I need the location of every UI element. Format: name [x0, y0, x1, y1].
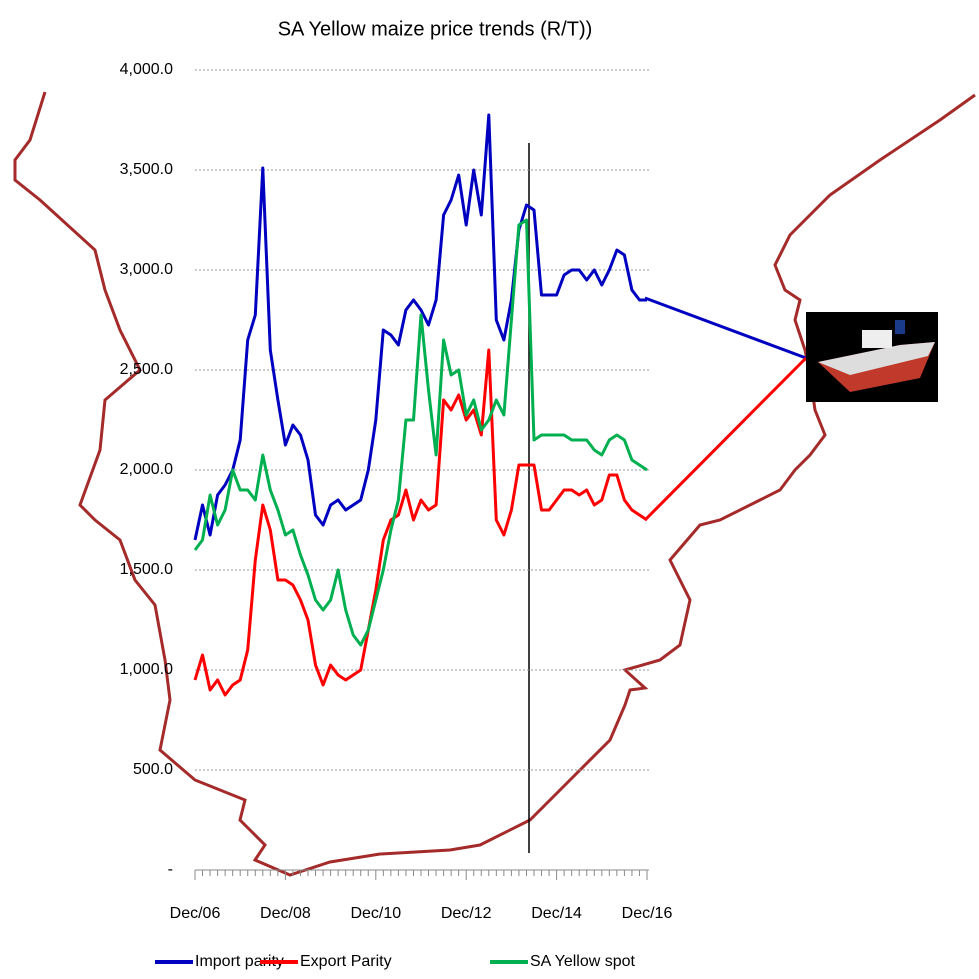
y-tick-label: 2,500.0 — [120, 361, 173, 378]
y-tick-label: 3,000.0 — [120, 261, 173, 278]
chart-title: SA Yellow maize price trends (R/T)) — [278, 18, 593, 40]
connector-line — [644, 296, 807, 360]
x-tick-label: Dec/08 — [260, 905, 311, 922]
ship-image — [806, 312, 938, 402]
y-tick-label: 1,000.0 — [120, 661, 173, 678]
x-tick-label: Dec/06 — [170, 905, 221, 922]
y-tick-label: 2,000.0 — [120, 461, 173, 478]
x-tick-label: Dec/12 — [441, 905, 492, 922]
series-line — [193, 348, 648, 697]
series-line — [193, 218, 648, 647]
x-tick-label: Dec/14 — [531, 905, 582, 922]
legend-label: Export Parity — [300, 953, 392, 970]
y-tick-label: 500.0 — [133, 761, 173, 778]
legend-label: Import parity — [195, 953, 284, 970]
x-tick-label: Dec/10 — [350, 905, 401, 922]
y-tick-label: 3,500.0 — [120, 161, 173, 178]
x-tick-label: Dec/16 — [622, 905, 673, 922]
y-tick-label: 4,000.0 — [120, 61, 173, 78]
y-tick-label: - — [168, 861, 173, 878]
y-tick-label: 1,500.0 — [120, 561, 173, 578]
series-line — [193, 113, 647, 541]
legend-label: SA Yellow spot — [530, 953, 636, 970]
connector-line — [643, 356, 808, 522]
